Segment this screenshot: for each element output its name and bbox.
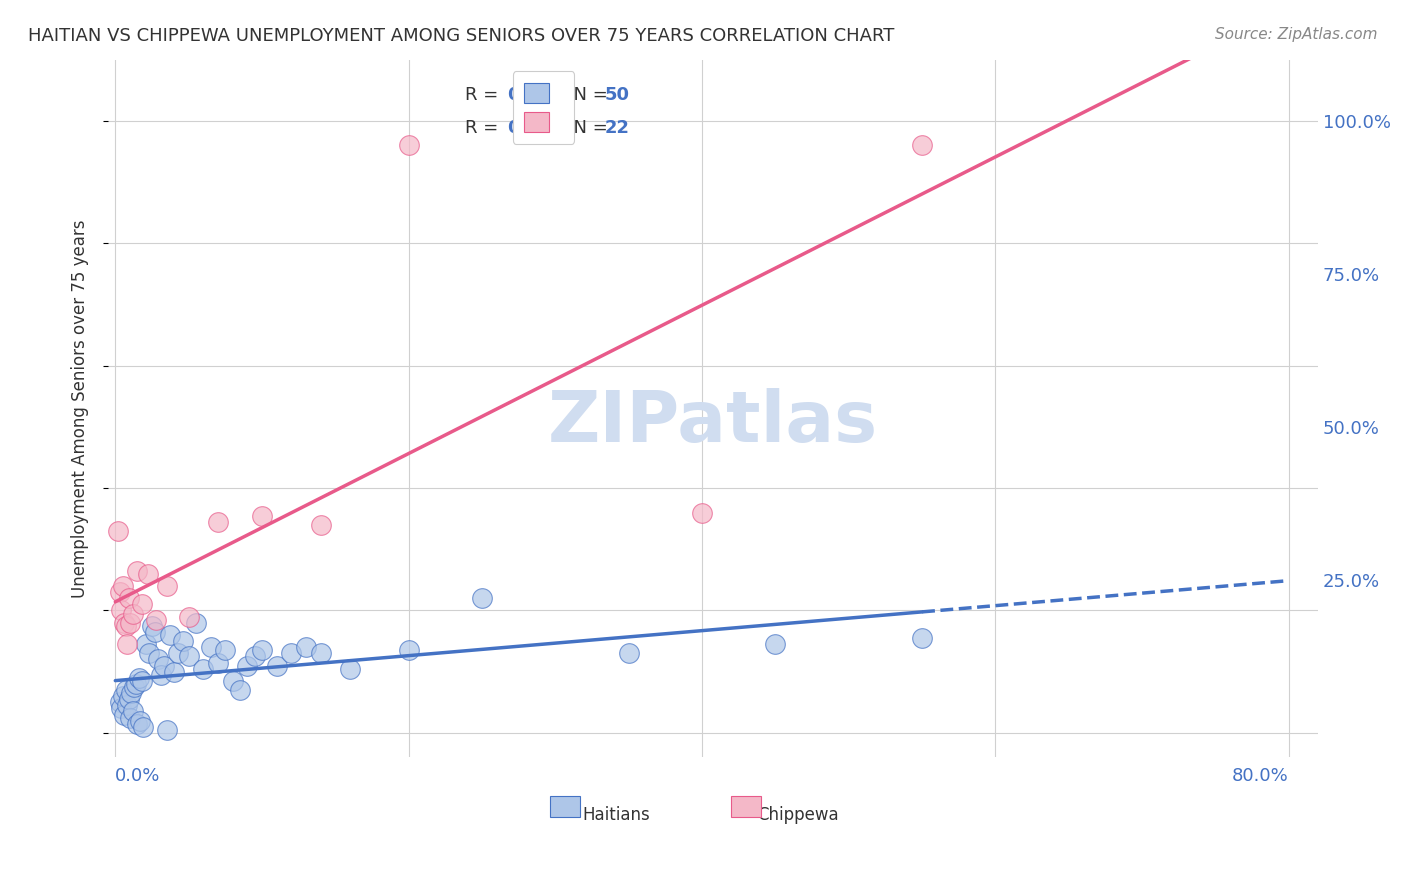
- Text: N =: N =: [562, 119, 613, 136]
- Point: [690, 506, 713, 520]
- Point: [136, 566, 159, 581]
- Point: [763, 637, 786, 651]
- Point: [114, 683, 136, 698]
- Point: [280, 646, 302, 660]
- Point: [143, 624, 166, 639]
- Text: HAITIAN VS CHIPPEWA UNEMPLOYMENT AMONG SENIORS OVER 75 YEARS CORRELATION CHART: HAITIAN VS CHIPPEWA UNEMPLOYMENT AMONG S…: [28, 27, 894, 45]
- Point: [149, 667, 172, 681]
- Point: [111, 579, 134, 593]
- Point: [221, 673, 243, 688]
- Point: [911, 138, 934, 153]
- Point: [112, 615, 135, 630]
- Point: [118, 615, 141, 630]
- Text: R =: R =: [465, 87, 503, 104]
- Point: [122, 607, 145, 621]
- Point: [115, 698, 138, 713]
- Text: Source: ZipAtlas.com: Source: ZipAtlas.com: [1215, 27, 1378, 42]
- Text: Chippewa: Chippewa: [756, 806, 838, 824]
- Text: 22: 22: [605, 119, 628, 136]
- Point: [172, 634, 194, 648]
- Point: [184, 615, 207, 630]
- Point: [108, 585, 131, 599]
- Text: Haitians: Haitians: [582, 806, 650, 824]
- Point: [177, 609, 200, 624]
- Point: [122, 705, 145, 719]
- Point: [617, 646, 640, 660]
- Point: [124, 680, 146, 694]
- Point: [145, 613, 167, 627]
- Point: [207, 515, 229, 529]
- Point: [163, 665, 186, 679]
- Point: [167, 646, 190, 660]
- Point: [127, 564, 149, 578]
- Point: [193, 662, 215, 676]
- Point: [125, 677, 148, 691]
- Text: R =: R =: [465, 119, 503, 136]
- Point: [309, 517, 332, 532]
- Point: [152, 658, 174, 673]
- Point: [131, 598, 153, 612]
- Point: [471, 591, 494, 606]
- Point: [266, 658, 288, 673]
- Text: ZIPatlas: ZIPatlas: [548, 388, 879, 457]
- Point: [117, 591, 139, 606]
- Point: [115, 637, 138, 651]
- FancyBboxPatch shape: [550, 796, 579, 817]
- Point: [110, 701, 132, 715]
- Point: [120, 686, 142, 700]
- Point: [207, 656, 229, 670]
- Point: [156, 723, 179, 737]
- Point: [132, 720, 155, 734]
- Point: [309, 646, 332, 660]
- Point: [118, 711, 141, 725]
- Point: [398, 643, 420, 657]
- Y-axis label: Unemployment Among Seniors over 75 years: Unemployment Among Seniors over 75 years: [72, 219, 89, 598]
- Point: [156, 579, 179, 593]
- FancyBboxPatch shape: [731, 796, 762, 817]
- Point: [138, 646, 160, 660]
- Point: [107, 524, 129, 538]
- Point: [146, 652, 169, 666]
- Point: [128, 671, 150, 685]
- Text: N =: N =: [562, 87, 613, 104]
- Text: 0.212: 0.212: [508, 87, 564, 104]
- Point: [112, 707, 135, 722]
- Point: [250, 508, 273, 523]
- Point: [229, 683, 252, 698]
- Text: 0.118: 0.118: [508, 119, 564, 136]
- Point: [108, 695, 131, 709]
- Point: [159, 628, 181, 642]
- Point: [200, 640, 222, 655]
- Point: [177, 649, 200, 664]
- Point: [398, 138, 420, 153]
- Point: [110, 603, 132, 617]
- Point: [131, 673, 153, 688]
- Point: [339, 662, 361, 676]
- Legend: , : ,: [513, 71, 575, 144]
- Point: [127, 716, 149, 731]
- Point: [135, 637, 157, 651]
- Point: [114, 619, 136, 633]
- Point: [117, 692, 139, 706]
- Text: 0.0%: 0.0%: [115, 766, 160, 785]
- Point: [295, 640, 318, 655]
- Point: [111, 689, 134, 703]
- Text: 80.0%: 80.0%: [1232, 766, 1289, 785]
- Point: [911, 631, 934, 645]
- Point: [243, 649, 266, 664]
- Point: [129, 714, 152, 728]
- Point: [250, 643, 273, 657]
- Text: 50: 50: [605, 87, 628, 104]
- Point: [214, 643, 236, 657]
- Point: [236, 658, 259, 673]
- Point: [141, 619, 163, 633]
